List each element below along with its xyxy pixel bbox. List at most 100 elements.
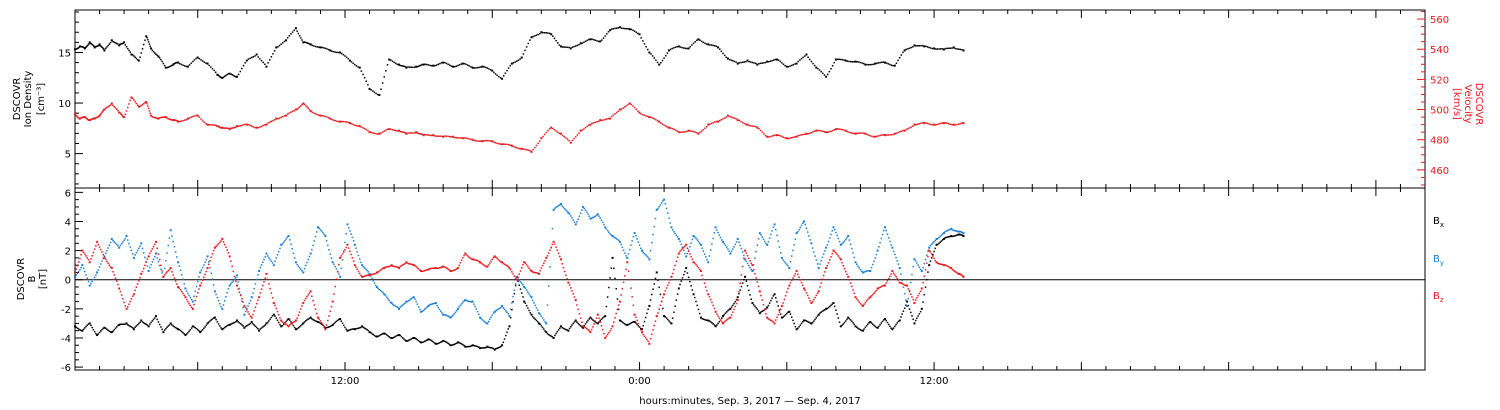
top-point-1: [668, 126, 670, 129]
top-point-1: [461, 137, 464, 140]
bfield-point-0: [837, 317, 840, 319]
top-point-0: [146, 36, 148, 39]
bfield-point-2: [761, 299, 764, 301]
bfield-point-0: [808, 321, 810, 324]
top-point-1: [946, 122, 948, 125]
bfield-point-0: [507, 328, 509, 330]
bfield-point-2: [352, 260, 355, 262]
bfield-point-0: [847, 316, 850, 319]
top-point-0: [288, 34, 291, 37]
top-point-1: [606, 118, 608, 120]
top-point-1: [709, 123, 711, 125]
top-point-1: [470, 138, 472, 141]
bfield-point-2: [919, 290, 922, 293]
top-point-1: [942, 122, 945, 125]
bfield-point-1: [898, 267, 901, 270]
top-point-0: [442, 61, 445, 64]
top-point-1: [218, 126, 220, 128]
top-point-0: [594, 39, 597, 42]
top-point-1: [674, 129, 677, 131]
bfield-point-1: [957, 230, 960, 233]
top-panel-frame: [74, 9, 1426, 189]
bfield-point-1: [503, 308, 506, 311]
top-point-1: [818, 129, 821, 132]
top-point-0: [818, 69, 821, 71]
top-point-0: [104, 47, 107, 50]
top-point-1: [195, 114, 197, 117]
top-point-0: [858, 61, 860, 63]
bfield-point-0: [247, 324, 249, 326]
top-point-1: [133, 99, 135, 101]
bfield-point-2: [223, 243, 226, 246]
top-point-1: [82, 116, 84, 118]
bfield-point-0: [727, 309, 729, 312]
bfield-point-2: [426, 268, 428, 271]
top-point-1: [216, 125, 219, 128]
bfield-point-0: [463, 344, 465, 347]
bfield-point-1: [120, 242, 123, 245]
top-point-1: [921, 122, 924, 124]
top-point-1: [185, 118, 188, 121]
density-ylabel-line1: DSCOVR: [12, 78, 23, 121]
top-point-0: [332, 50, 335, 53]
bfield-point-1: [694, 236, 696, 238]
top-point-0: [560, 45, 562, 48]
top-point-1: [163, 116, 166, 118]
top-point-0: [78, 45, 81, 48]
top-point-1: [460, 137, 462, 139]
top-point-0: [154, 52, 156, 54]
bfield-point-2: [864, 301, 867, 304]
bfield-point-2: [910, 293, 912, 296]
bfield-point-0: [232, 322, 235, 324]
bfield-point-1: [642, 251, 644, 254]
bfield-point-0: [493, 348, 496, 351]
top-point-1: [949, 123, 952, 125]
top-point-1: [285, 114, 288, 117]
top-point-1: [553, 129, 556, 131]
top-point-1: [424, 133, 426, 136]
top-point-1: [728, 115, 731, 118]
bfield-point-0: [209, 320, 211, 322]
bfield-point-0: [724, 312, 727, 314]
top-point-1: [530, 150, 533, 153]
top-point-0: [602, 37, 605, 39]
top-point-1: [112, 104, 114, 107]
bfield-point-2: [217, 243, 220, 245]
bfield-point-2: [698, 268, 701, 271]
top-point-0: [952, 46, 955, 49]
top-point-0: [561, 46, 564, 48]
bfield-point-1: [199, 271, 202, 274]
top-point-1: [524, 148, 526, 151]
bfield-point-0: [852, 322, 854, 324]
bfield-point-1: [815, 259, 818, 261]
bfield-point-2: [551, 243, 554, 246]
bfield-point-0: [524, 302, 527, 305]
bfield-point-0: [831, 303, 833, 305]
bfield-point-2: [858, 301, 860, 303]
bfield-point-2: [505, 264, 507, 266]
top-point-1: [730, 116, 732, 118]
top-point-1: [736, 119, 739, 122]
top-point-0: [877, 62, 880, 64]
bfield-point-0: [173, 326, 176, 328]
bfield-point-1: [797, 231, 799, 233]
bfield-point-2: [529, 269, 532, 271]
top-point-1: [510, 144, 513, 147]
bfield-point-2: [289, 323, 291, 326]
bfield-point-0: [792, 319, 794, 322]
top-point-1: [471, 138, 474, 141]
top-point-0: [768, 61, 770, 63]
bfield-point-0: [676, 293, 679, 295]
top-point-1: [938, 123, 940, 125]
bfield-point-1: [356, 251, 359, 253]
bfield-point-0: [571, 324, 573, 326]
bfield-point-1: [394, 305, 397, 307]
top-point-0: [488, 68, 490, 70]
bfield-point-2: [745, 252, 748, 254]
top-point-1: [795, 135, 798, 138]
top-point-0: [732, 60, 734, 62]
bfield-point-2: [567, 281, 570, 284]
bfield-point-2: [848, 279, 851, 281]
top-point-0: [795, 62, 798, 65]
bfield-point-2: [633, 313, 636, 316]
